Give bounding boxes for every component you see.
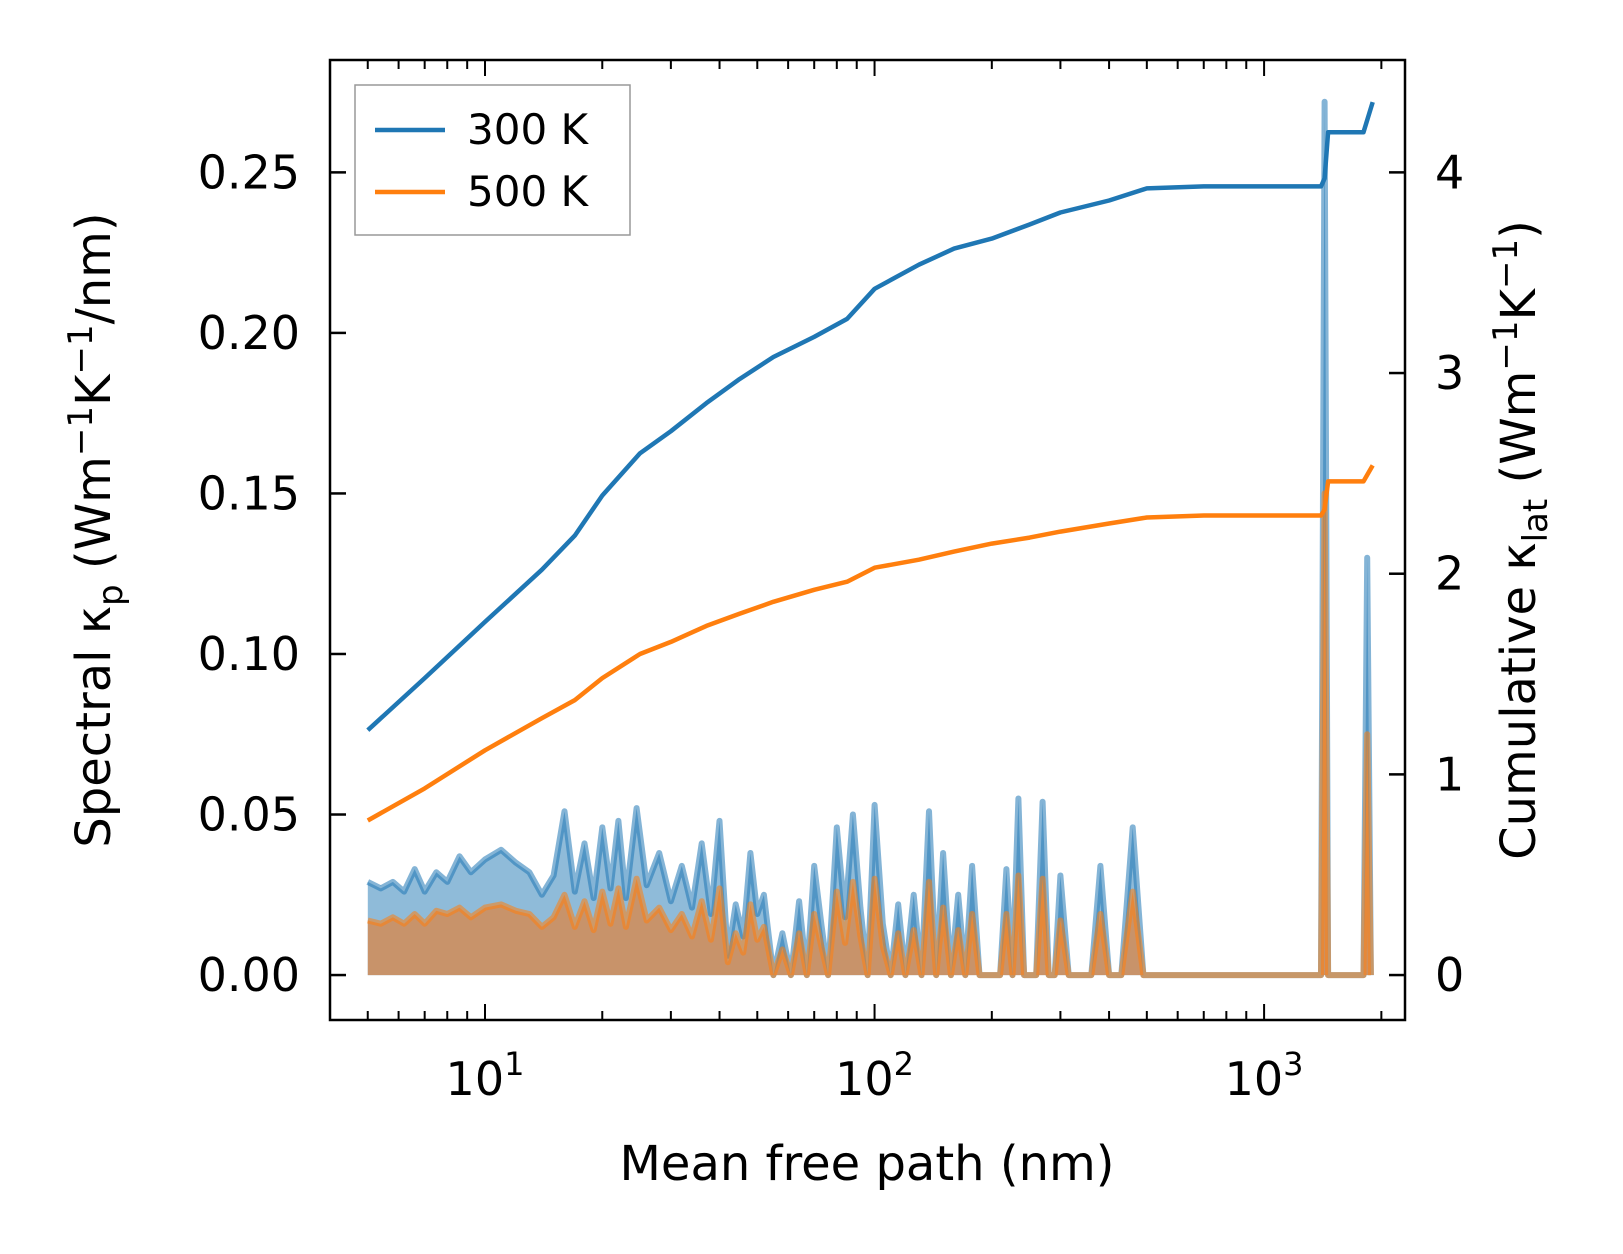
cumulative-line-500k — [366, 464, 1375, 823]
legend-label: 500 K — [467, 167, 590, 216]
y-tick-label-right: 3 — [1435, 346, 1464, 400]
y-tick-label-left: 0.10 — [198, 627, 300, 681]
spectral-area-300k — [367, 101, 1371, 976]
spectral-area-500k — [367, 493, 1371, 976]
y-tick-label-left: 0.15 — [198, 466, 300, 520]
y-axis-title-left: Spectral κp (Wm−1K−1/nm) — [61, 212, 131, 847]
y-tick-label-right: 1 — [1435, 747, 1464, 801]
left-y-axis: 0.00 0.05 0.10 0.15 0.20 0.25 — [198, 145, 346, 1002]
cumulative-lines — [366, 101, 1375, 823]
plot-frame — [328, 58, 1407, 1022]
x-tick-label: 102 — [835, 1045, 914, 1106]
y-tick-label-left: 0.00 — [198, 948, 300, 1002]
y-tick-label-left: 0.20 — [198, 306, 300, 360]
x-axis-title: Mean free path (nm) — [620, 1136, 1115, 1192]
right-y-axis: 0 1 2 3 4 — [1389, 145, 1464, 1002]
x-axis: 101 102 103 — [329, 60, 1383, 1106]
y-tick-label-right: 0 — [1435, 948, 1464, 1002]
x-tick-label: 101 — [446, 1045, 525, 1106]
cumulative-line-300k — [366, 101, 1375, 732]
spectral-areas — [366, 98, 1374, 979]
legend-box — [354, 84, 631, 236]
spectral-area-500k-outline — [367, 490, 1374, 979]
y-tick-label-right: 4 — [1435, 145, 1464, 199]
y-axis-title-right: Cumulative κlat (Wm−1K−1) — [1486, 220, 1556, 860]
legend-label: 300 K — [467, 105, 590, 154]
y-tick-label-right: 2 — [1435, 547, 1464, 601]
legend: 300 K 500 K — [354, 84, 631, 236]
y-tick-label-left: 0.25 — [198, 145, 300, 199]
x-tick-label: 103 — [1225, 1045, 1304, 1106]
y-tick-label-left: 0.05 — [198, 788, 300, 842]
